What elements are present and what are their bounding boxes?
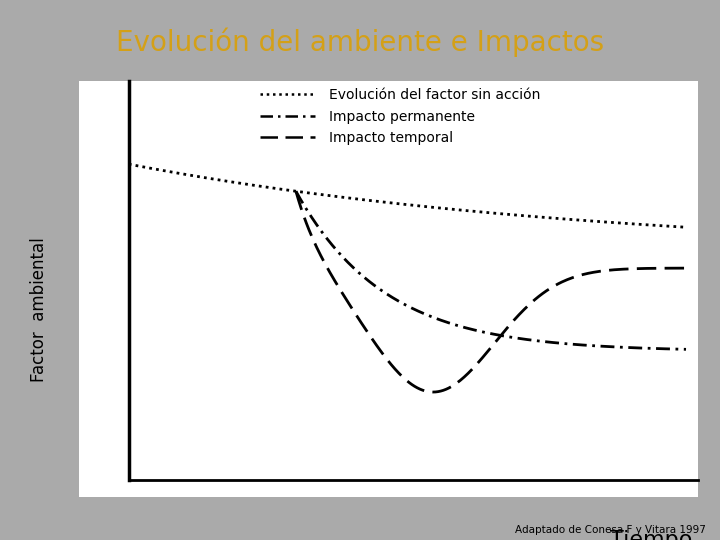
Legend: Evolución del factor sin acción, Impacto permanente, Impacto temporal: Evolución del factor sin acción, Impacto…: [259, 88, 540, 145]
Text: Adaptado de Conesa F y Vitara 1997: Adaptado de Conesa F y Vitara 1997: [515, 524, 706, 535]
Text: Tiempo: Tiempo: [610, 530, 692, 540]
Text: Factor  ambiental: Factor ambiental: [30, 237, 48, 382]
Text: Evolución del ambiente e Impactos: Evolución del ambiente e Impactos: [116, 27, 604, 57]
